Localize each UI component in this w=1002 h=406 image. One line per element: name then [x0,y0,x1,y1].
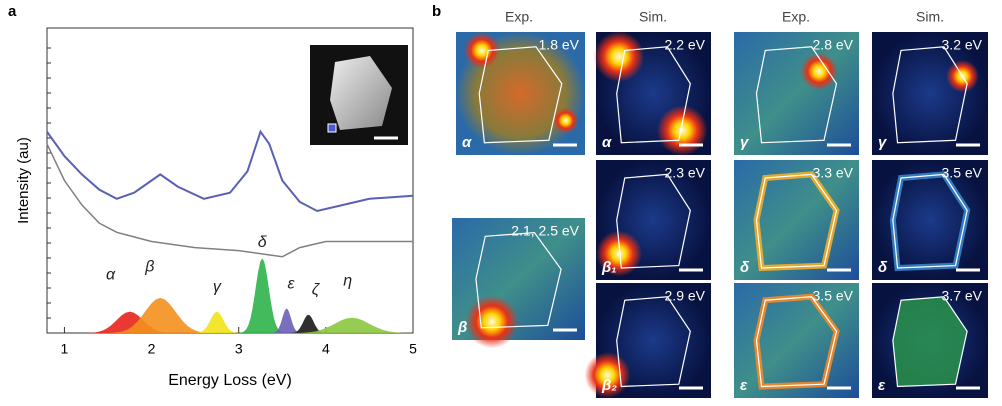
image-tile: 1.8 eV α [456,32,585,155]
panel-label: b [432,3,441,20]
hot-spot [596,230,642,277]
column-header: Sim. [916,9,944,25]
energy-label: 3.5 eV [813,288,854,304]
peak-component [260,308,313,333]
x-tick-label: 3 [235,341,243,357]
image-tile: 3.5 eV δ [872,160,988,280]
particle-outline [616,173,691,269]
peak-component [177,311,257,333]
hot-spot [800,52,838,91]
column-header: Exp. [782,9,810,25]
x-tick-label: 2 [148,341,156,357]
mode-label: ε [740,377,748,394]
hot-spot [465,295,519,349]
image-tile: 2.3 eV β₁ [596,160,711,280]
image-tile: 2.8 eV γ [734,32,859,155]
mode-label: δ [878,259,888,276]
particle-outline [616,46,691,144]
face-mode [892,296,968,387]
particle-outline [892,173,968,269]
peak-label: ε [287,275,295,292]
peak-component [247,317,457,333]
energy-label: 3.7 eV [942,288,983,304]
x-tick-label: 4 [322,341,330,357]
image-background [872,32,988,155]
energy-label: 2.8 eV [813,37,854,53]
energy-label: 2.1, 2.5 eV [511,223,579,239]
peak-label: δ [258,234,268,251]
image-tile: 2.1, 2.5 eV β [452,218,585,349]
particle-outline [755,46,838,144]
peak-component [277,314,340,333]
spectrum-line [46,129,414,213]
hot-spot [593,31,645,82]
energy-label: 2.3 eV [665,165,706,181]
energy-label: 3.2 eV [942,37,983,53]
energy-label: 3.3 eV [813,165,854,181]
energy-label: 2.2 eV [665,37,706,53]
peak-label: α [106,266,116,283]
mode-label: β₂ [601,377,617,394]
mode-label: β [457,319,467,336]
particle-outline [475,232,562,329]
column-header: Exp. [505,9,533,25]
mode-label: α [602,134,612,151]
panel-label: a [8,3,17,20]
peak-label: γ [213,278,222,295]
hot-spot [552,107,579,134]
peak-component [223,258,302,333]
energy-label: 3.5 eV [942,165,983,181]
peak-label: η [343,272,352,289]
x-tick-label: 1 [61,341,69,357]
image-tile: 2.2 eV α [593,31,711,156]
particle-outline [616,296,691,388]
peak-component [51,311,209,333]
column-header: Sim. [639,9,667,25]
mode-label: γ [878,134,888,151]
peak-component [68,297,252,333]
image-tile: 3.5 eV ε [734,283,859,398]
image-background [734,32,859,155]
image-tile: 3.7 eV ε [872,283,988,398]
mode-label: β₁ [601,259,617,276]
hot-spot [463,32,500,69]
energy-label: 2.9 eV [665,288,706,304]
hot-spot [656,105,708,156]
y-axis-label: Intensity (au) [15,137,32,224]
image-tile: 3.2 eV γ [872,32,988,155]
particle-outline [478,46,563,144]
particle-outline [892,296,968,388]
x-axis-label: Energy Loss (eV) [168,372,292,389]
particle-outline [892,46,968,144]
energy-label: 1.8 eV [539,37,580,53]
peak-label: ζ [312,282,321,299]
mode-label: ε [878,377,886,394]
particle-outline [755,296,838,388]
spectrum-line [46,143,413,258]
mode-label: δ [740,259,750,276]
mode-label: α [462,134,472,151]
peak-label: β [144,259,154,276]
x-tick-label: 5 [409,341,417,357]
image-tile: 3.3 eV δ [734,160,859,280]
inset-image [310,45,408,145]
mode-label: γ [740,134,750,151]
particle-outline [755,173,838,269]
image-tile: 2.9 eV β₂ [584,283,711,398]
